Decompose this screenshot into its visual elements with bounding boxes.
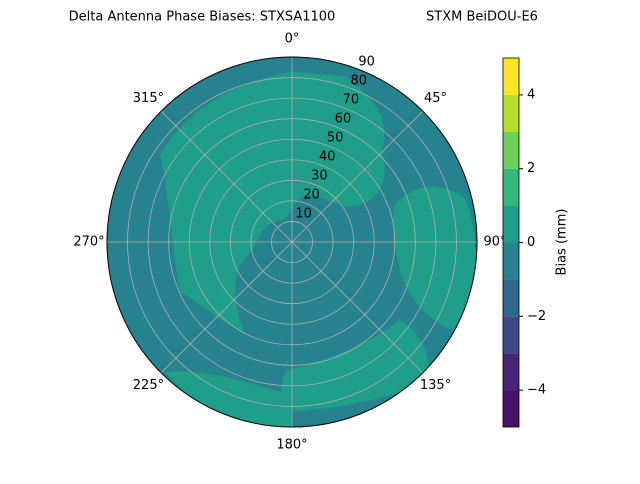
contour-region xyxy=(281,320,429,412)
theta-grid-line xyxy=(160,110,293,243)
r-grid-line xyxy=(250,200,334,284)
contour-region xyxy=(392,186,476,332)
theta-tick-label: 225° xyxy=(133,378,164,393)
contour-region xyxy=(160,72,385,332)
colorbar-segment xyxy=(503,94,519,132)
theta-grid-line xyxy=(160,241,293,374)
polar-frame xyxy=(106,56,478,428)
colorbar-segment xyxy=(503,168,519,206)
r-grid-line xyxy=(127,77,457,407)
colorbar-segment xyxy=(503,279,519,317)
colorbar-segment xyxy=(503,390,519,427)
r-tick-label: 90 xyxy=(358,54,375,69)
chart-subtitle: STXM BeiDOU-E6 xyxy=(426,10,538,25)
colorbar-segment xyxy=(503,316,519,354)
theta-tick-label: 180° xyxy=(276,438,307,453)
colorbar-segment xyxy=(503,205,519,243)
contour-region xyxy=(238,218,318,326)
r-grid-line xyxy=(147,97,437,387)
theta-tick-label: 315° xyxy=(133,91,164,106)
r-grid-line xyxy=(168,118,416,366)
r-grid-line xyxy=(188,138,396,346)
r-grid-line xyxy=(271,221,313,263)
theta-tick-label: 135° xyxy=(420,378,451,393)
r-tick-label: 80 xyxy=(350,73,367,88)
theta-grid-line xyxy=(291,241,424,374)
colorbar-segment xyxy=(503,242,519,280)
theta-tick-label: 270° xyxy=(73,235,104,250)
r-grid-line xyxy=(229,179,355,305)
r-tick-label: 70 xyxy=(343,92,360,107)
colorbar-segment xyxy=(503,131,519,169)
theta-tick-label: 45° xyxy=(424,91,447,106)
r-tick-label: 50 xyxy=(327,130,344,145)
colorbar-segment xyxy=(503,353,519,391)
contour-region xyxy=(165,371,292,427)
r-tick-label: 30 xyxy=(311,168,328,183)
r-grid-line xyxy=(209,159,375,325)
colorbar-tick-label: −2 xyxy=(527,309,546,324)
colorbar-tick-label: 0 xyxy=(527,235,535,250)
chart-title: Delta Antenna Phase Biases: STXSA1100 xyxy=(69,10,336,25)
theta-tick-label: 90° xyxy=(483,235,506,250)
theta-tick-label: 0° xyxy=(285,32,300,47)
r-tick-label: 10 xyxy=(295,206,312,221)
colorbar-tick-label: 4 xyxy=(527,87,535,102)
colorbar-segment xyxy=(503,58,519,95)
polar-axes xyxy=(106,56,478,428)
colorbar-label: Bias (mm) xyxy=(555,209,570,276)
r-tick-label: 40 xyxy=(319,149,336,164)
r-tick-label: 60 xyxy=(335,111,352,126)
r-tick-label: 20 xyxy=(303,187,320,202)
colorbar-tick-label: −4 xyxy=(527,383,546,398)
theta-grid-line xyxy=(291,110,424,243)
colorbar-tick-label: 2 xyxy=(527,161,535,176)
